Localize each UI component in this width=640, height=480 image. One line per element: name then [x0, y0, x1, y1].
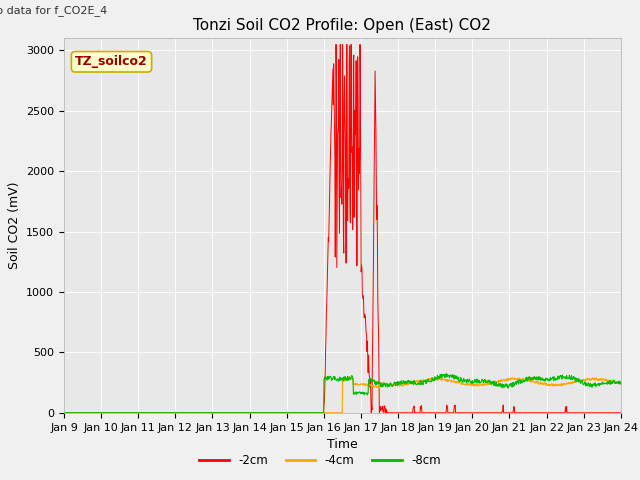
-8cm	[170, 410, 178, 416]
-4cm	[589, 375, 596, 381]
-8cm	[442, 371, 450, 376]
-4cm	[184, 410, 191, 416]
-4cm	[246, 410, 254, 416]
Line: -4cm: -4cm	[64, 378, 621, 413]
-8cm	[502, 384, 509, 389]
-8cm	[60, 410, 68, 416]
-2cm	[246, 410, 254, 416]
-2cm	[429, 410, 437, 416]
Text: No data for f_CO2E_4: No data for f_CO2E_4	[0, 5, 107, 16]
-2cm	[502, 410, 509, 416]
-4cm	[170, 410, 178, 416]
Y-axis label: Soil CO2 (mV): Soil CO2 (mV)	[8, 182, 20, 269]
-4cm	[551, 383, 559, 388]
-4cm	[502, 378, 509, 384]
-8cm	[184, 410, 191, 416]
-8cm	[551, 377, 559, 383]
Title: Tonzi Soil CO2 Profile: Open (East) CO2: Tonzi Soil CO2 Profile: Open (East) CO2	[193, 18, 492, 33]
-4cm	[429, 377, 436, 383]
Line: -2cm: -2cm	[64, 45, 621, 413]
-2cm	[332, 42, 340, 48]
Line: -8cm: -8cm	[64, 373, 621, 413]
-2cm	[60, 410, 68, 416]
Text: TZ_soilco2: TZ_soilco2	[75, 55, 148, 68]
X-axis label: Time: Time	[327, 438, 358, 451]
-8cm	[617, 379, 625, 385]
-2cm	[551, 410, 559, 416]
-2cm	[617, 410, 625, 416]
-2cm	[184, 410, 191, 416]
-8cm	[246, 410, 254, 416]
-2cm	[170, 410, 178, 416]
-8cm	[429, 375, 436, 381]
-4cm	[617, 380, 625, 385]
Legend: -2cm, -4cm, -8cm: -2cm, -4cm, -8cm	[195, 449, 445, 472]
-4cm	[60, 410, 68, 416]
